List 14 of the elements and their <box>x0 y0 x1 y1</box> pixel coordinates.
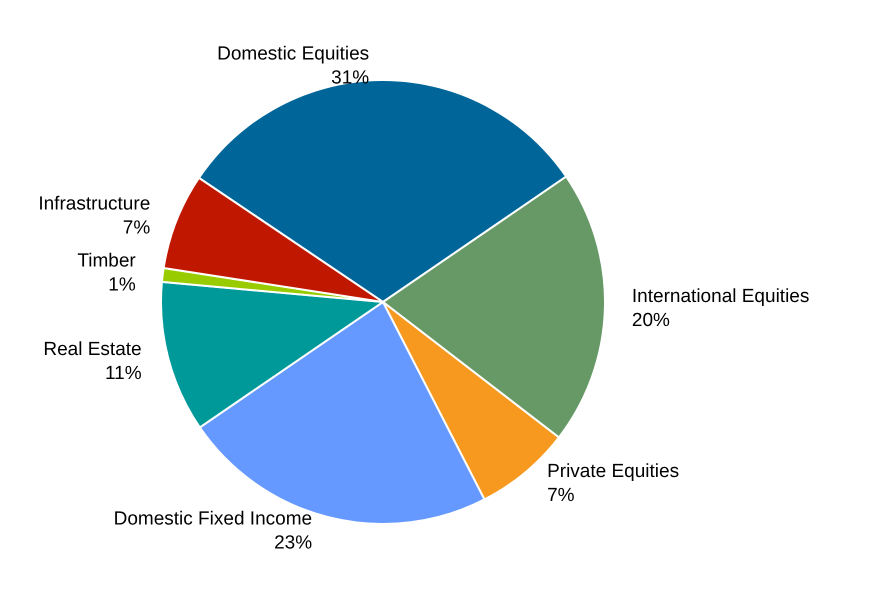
data-label: 1% <box>108 274 136 296</box>
slice-label: Infrastructure <box>38 193 150 214</box>
data-label: 11% <box>104 362 142 384</box>
data-label: 7% <box>547 484 575 506</box>
data-label: 20% <box>632 310 670 332</box>
data-label: 23% <box>274 532 312 554</box>
slice-label: Domestic Equities <box>217 44 370 64</box>
slice-label: International Equities <box>632 286 810 308</box>
data-label: 7% <box>122 217 150 238</box>
slice-label: Real Estate <box>43 338 142 360</box>
slice-label: Domestic Fixed Income <box>114 508 312 530</box>
data-label: 31% <box>331 68 370 88</box>
slice-label: Timber <box>77 250 136 272</box>
slice-label: Private Equities <box>547 460 680 482</box>
